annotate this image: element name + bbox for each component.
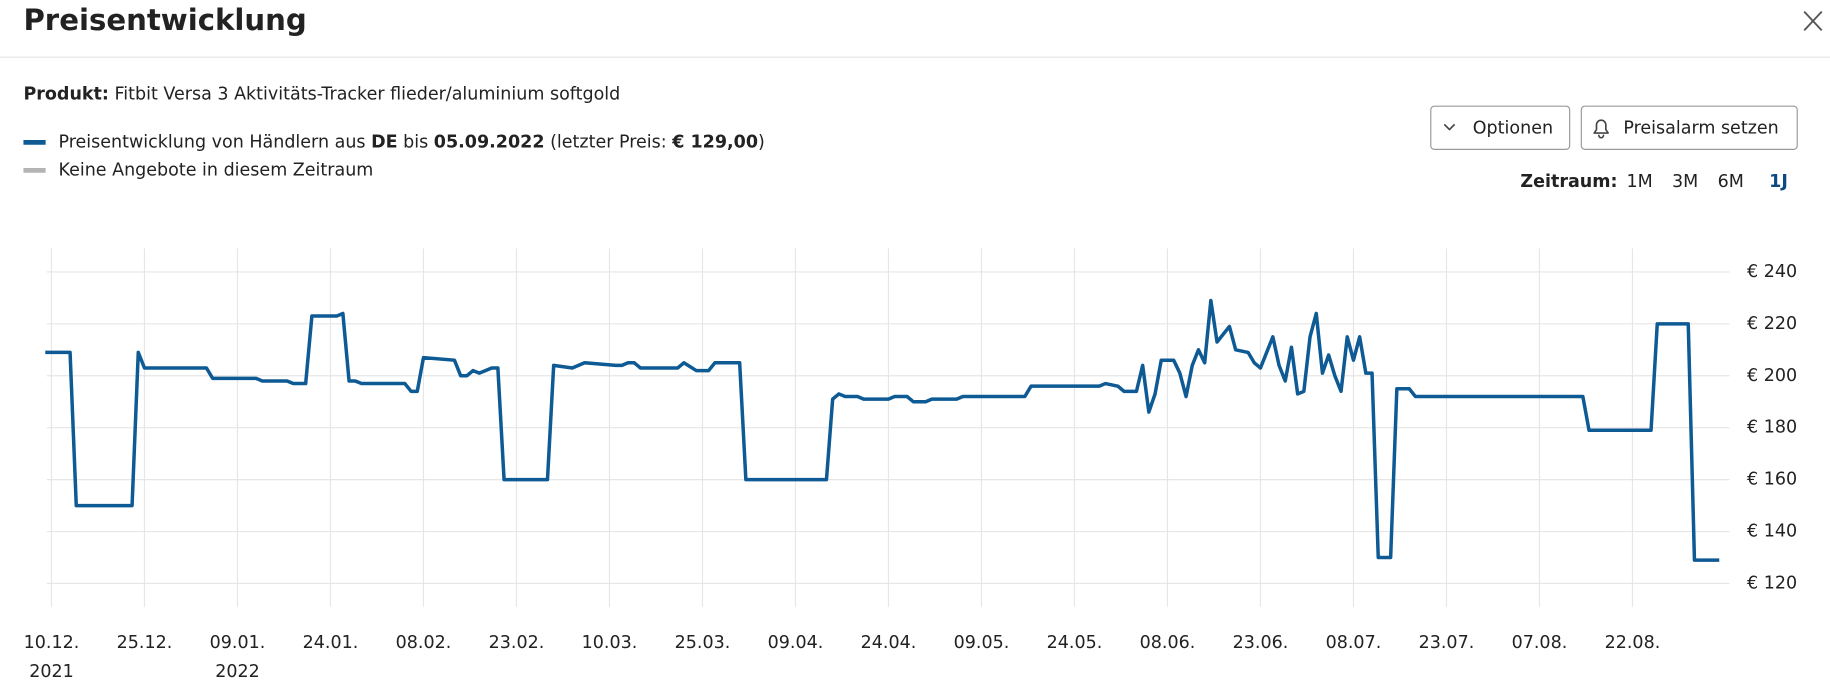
plot: € 120 € 140 € 160 € 180 € 200 € 220 € 240 10.12…: [24, 248, 1797, 682]
legend-text: Keine Angebote in diesem Zeitraum: [58, 160, 373, 180]
period-label: Zeitraum:: [1520, 172, 1617, 192]
close-button[interactable]: [1803, 11, 1823, 31]
x-tick-label: 09.05.: [954, 633, 1010, 653]
x-tick-label: 24.01.: [303, 633, 359, 653]
y-tick-label: € 200: [1747, 366, 1797, 386]
price-alert-button[interactable]: Preisalarm setzen: [1580, 105, 1798, 150]
y-tick-label: € 180: [1747, 418, 1797, 438]
legend-entry: Preisentwicklung von Händlern aus DE bis…: [58, 132, 764, 152]
legend-entry: Keine Angebote in diesem Zeitraum: [58, 160, 373, 180]
legend-text: Preisentwicklung von Händlern aus: [58, 132, 371, 152]
x-tick-label: 08.06.: [1140, 633, 1196, 653]
product-line: Produkt: Fitbit Versa 3 Aktivitäts-Track…: [23, 85, 620, 105]
x-tick-label: 08.07.: [1326, 633, 1382, 653]
product-label: Produkt:: [23, 85, 108, 105]
options-button[interactable]: Optionen: [1430, 105, 1571, 150]
legend-text: € 129,00: [671, 132, 758, 152]
x-tick-label: 10.12.: [24, 633, 80, 653]
x-tick-label: 07.08.: [1512, 633, 1568, 653]
legend-text: ): [758, 132, 765, 152]
y-tick-label: € 120: [1747, 573, 1797, 593]
x-tick-label: 10.03.: [582, 633, 638, 653]
x-tick-label: 09.01.: [210, 633, 266, 653]
legend-text: bis: [398, 132, 434, 152]
y-tick-label: € 240: [1747, 262, 1797, 282]
price-line: [45, 298, 1720, 562]
button-label: Optionen: [1473, 118, 1553, 138]
period-option[interactable]: 6M: [1718, 172, 1744, 192]
period-option[interactable]: 1M: [1627, 172, 1653, 192]
x-tick-label: 24.04.: [861, 633, 917, 653]
x-tick-year: 2022: [215, 662, 260, 682]
x-tick-label: 24.05.: [1047, 633, 1103, 653]
period-option[interactable]: 1J: [1769, 172, 1788, 192]
x-tick-label: 22.08.: [1605, 633, 1661, 653]
legend-text: 05.09.2022: [434, 132, 545, 152]
x-tick-label: 25.03.: [675, 633, 731, 653]
y-tick-label: € 220: [1747, 314, 1797, 334]
x-tick-label: 09.04.: [768, 633, 824, 653]
period-options: 1M 3M 6M 1J: [1627, 172, 1788, 192]
x-tick-label: 23.06.: [1233, 633, 1289, 653]
x-tick-label: 25.12.: [117, 633, 173, 653]
dialog-title: Preisentwicklung: [23, 3, 306, 37]
x-tick-label: 23.02.: [489, 633, 545, 653]
button-label: Preisalarm setzen: [1623, 118, 1778, 138]
legend-text: (letzter Preis:: [545, 132, 673, 152]
period-option[interactable]: 3M: [1672, 172, 1698, 192]
product-name: Fitbit Versa 3 Aktivitäts-Tracker fliede…: [115, 85, 621, 105]
x-tick-label: 23.07.: [1419, 633, 1475, 653]
x-tick-year: 2021: [29, 662, 74, 682]
y-tick-label: € 140: [1747, 522, 1797, 542]
legend-text: DE: [371, 132, 397, 152]
y-tick-label: € 160: [1747, 470, 1797, 490]
legend: Preisentwicklung von Händlern aus DE bis…: [23, 132, 765, 180]
x-tick-label: 08.02.: [396, 633, 452, 653]
